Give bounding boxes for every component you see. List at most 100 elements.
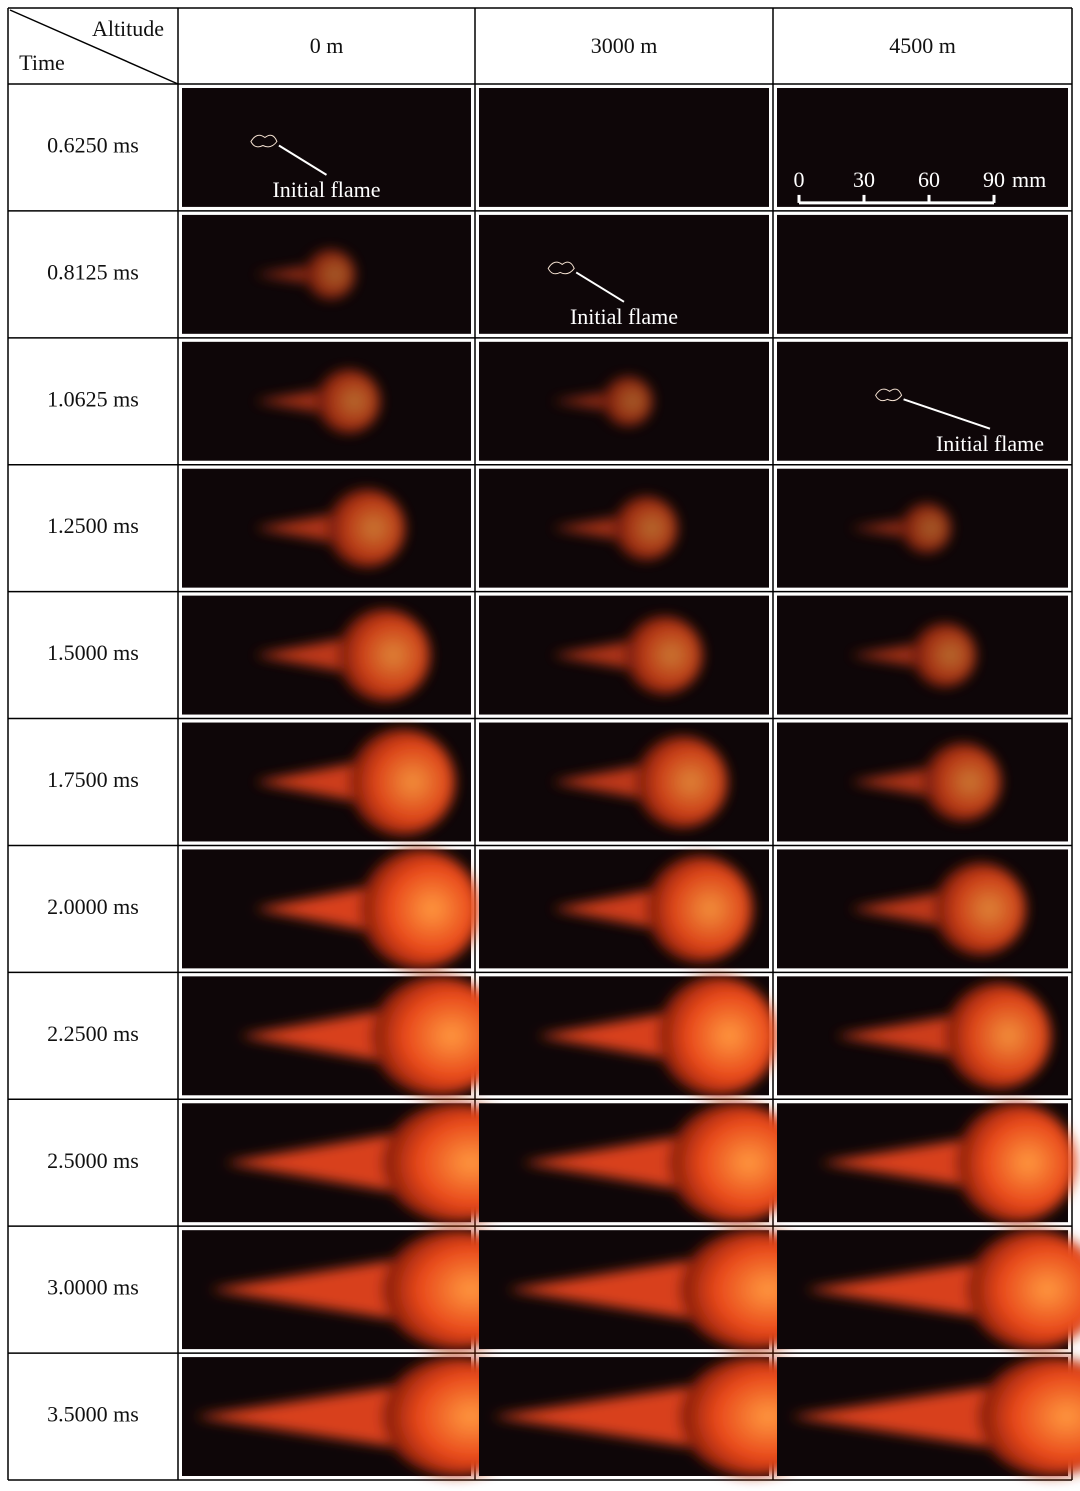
flame-head [900, 503, 951, 554]
row-header: 0.8125 ms [47, 259, 139, 284]
flame-image [777, 214, 1068, 334]
flame-image [479, 976, 778, 1096]
flame-head [944, 982, 1051, 1089]
flame [789, 1357, 1080, 1476]
flame-image [182, 722, 471, 842]
flame-image [182, 468, 471, 588]
row-header: 1.2500 ms [47, 513, 139, 538]
flame [551, 616, 703, 695]
annotation-arrow [278, 144, 328, 176]
flame-image [777, 1230, 1080, 1350]
flame [254, 849, 481, 969]
flame [521, 1103, 803, 1223]
flame-head [668, 1103, 803, 1223]
flame [819, 1103, 1076, 1223]
flame-image [182, 214, 471, 334]
corner-diagonal [9, 9, 179, 85]
row-axis-label: Time [19, 50, 65, 75]
flame-head [624, 616, 703, 695]
row-header: 3.5000 ms [47, 1402, 139, 1427]
row-header: 2.5000 ms [47, 1148, 139, 1173]
row-header: 1.5000 ms [47, 640, 139, 665]
flame-image [479, 595, 769, 715]
annotation: Initial flame [936, 431, 1044, 456]
column-axis-label: Altitude [92, 16, 164, 41]
flame [849, 743, 1001, 821]
flame-head [922, 743, 1001, 821]
flame-head [338, 609, 431, 702]
flame [254, 729, 456, 835]
flame-image [777, 849, 1068, 969]
flame [849, 862, 1026, 955]
flame-head [613, 496, 678, 561]
flame [849, 503, 951, 554]
initial-flame-outline [547, 261, 575, 275]
image-background [777, 88, 1068, 207]
row-header: 0.6250 ms [47, 133, 139, 158]
flame-head [977, 1357, 1080, 1476]
flame-image [479, 468, 769, 588]
row-header: 2.0000 ms [47, 894, 139, 919]
flame-image [479, 1103, 803, 1223]
flame-head [602, 376, 653, 427]
flame-image [182, 1103, 531, 1223]
flame [551, 855, 753, 962]
column-header: 3000 m [591, 33, 658, 58]
flame-image [479, 341, 769, 461]
flame [254, 609, 431, 702]
flame [254, 249, 356, 300]
flame [849, 623, 976, 688]
flame-head [316, 369, 381, 434]
image-background [479, 214, 769, 334]
flame-image [182, 976, 506, 1096]
flame [804, 1230, 1080, 1350]
flame-head [911, 623, 976, 688]
flame-image [777, 722, 1068, 842]
flame-image [777, 88, 1068, 207]
flame-image [182, 595, 471, 715]
flame-image [777, 976, 1068, 1096]
initial-flame-outline [875, 388, 903, 402]
flame [551, 376, 653, 427]
scale-unit: mm [1012, 167, 1046, 192]
flame-head [305, 249, 356, 300]
flame [551, 496, 678, 561]
flame-head [933, 862, 1026, 955]
image-background [777, 214, 1068, 334]
flame-image [479, 849, 769, 969]
flame-head [646, 855, 753, 962]
flame-head [349, 729, 456, 835]
annotation: Initial flame [272, 177, 380, 202]
flame-image [182, 849, 481, 969]
column-header: 4500 m [889, 33, 956, 58]
annotation-arrow [575, 271, 625, 303]
flame-image [182, 1230, 531, 1350]
flame-head [371, 976, 506, 1096]
flame-image [479, 722, 769, 842]
image-background [777, 341, 1068, 461]
flame-image [479, 1357, 828, 1476]
flame-image [777, 1103, 1076, 1223]
flame [536, 976, 778, 1096]
flame-head [955, 1103, 1076, 1223]
flame-image [777, 595, 1068, 715]
flame-image [777, 341, 1068, 461]
flame [834, 982, 1051, 1089]
image-background [182, 88, 471, 207]
flame-head [327, 489, 406, 568]
flame-image [777, 1357, 1080, 1476]
annotation: Initial flame [570, 304, 678, 329]
flame [254, 489, 406, 568]
scale-label: 60 [918, 167, 940, 192]
flame-image [182, 1357, 531, 1476]
column-header: 0 m [310, 33, 344, 58]
flame-image [182, 341, 471, 461]
annotation-arrow [903, 398, 991, 430]
flame-head [635, 736, 728, 828]
flame-head [657, 976, 778, 1096]
row-header: 2.2500 ms [47, 1021, 139, 1046]
row-header: 3.0000 ms [47, 1275, 139, 1300]
flame-image [479, 214, 769, 334]
flame-image [479, 1230, 828, 1350]
